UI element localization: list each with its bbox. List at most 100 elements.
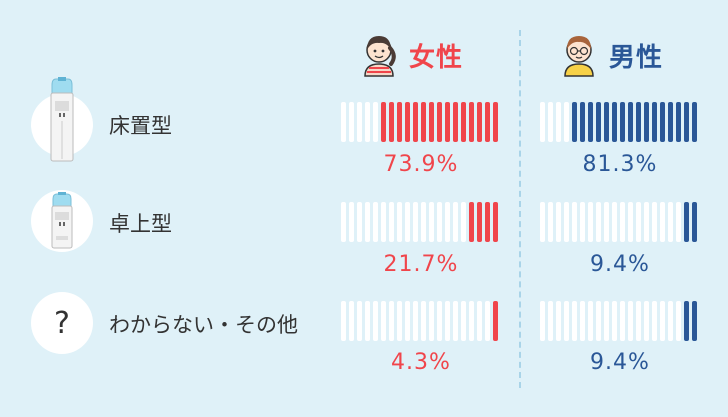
bar-segment: [636, 102, 641, 142]
bar-segment: [397, 102, 402, 142]
bar-segment: [548, 102, 553, 142]
bar-segment: [381, 102, 386, 142]
bar-segment: [405, 301, 410, 341]
bar-segment: [676, 102, 681, 142]
bar-segment: [485, 301, 490, 341]
pct-female-other: 4.3%: [391, 350, 451, 375]
bar-male-tabletop: [540, 202, 697, 242]
bar-segment: [540, 102, 545, 142]
pct-male-tabletop: 9.4%: [590, 252, 650, 277]
bar-male-other: [540, 301, 697, 341]
bar-segment: [580, 301, 585, 341]
bar-segment: [572, 202, 577, 242]
bar-segment: [421, 202, 426, 242]
bar-segment: [596, 102, 601, 142]
bar-segment: [389, 202, 394, 242]
bar-segment: [421, 102, 426, 142]
bar-segment: [389, 102, 394, 142]
bar-segment: [445, 202, 450, 242]
bar-segment: [389, 301, 394, 341]
bar-segment: [357, 202, 362, 242]
bar-segment: [357, 301, 362, 341]
bar-segment: [676, 301, 681, 341]
bar-segment: [628, 202, 633, 242]
bar-segment: [588, 202, 593, 242]
bar-segment: [461, 301, 466, 341]
bar-segment: [493, 301, 498, 341]
bar-segment: [349, 301, 354, 341]
bar-segment: [684, 102, 689, 142]
bar-segment: [540, 301, 545, 341]
bar-segment: [612, 102, 617, 142]
bar-segment: [429, 102, 434, 142]
bar-segment: [349, 202, 354, 242]
pct-female-tabletop: 21.7%: [383, 252, 459, 277]
boy-avatar-icon: [564, 36, 594, 77]
bar-segment: [397, 301, 402, 341]
bar-segment: [421, 301, 426, 341]
bar-segment: [349, 102, 354, 142]
bar-segment: [684, 202, 689, 242]
bar-segment: [405, 102, 410, 142]
bar-segment: [620, 102, 625, 142]
bar-segment: [692, 301, 697, 341]
bar-segment: [604, 202, 609, 242]
bar-segment: [564, 202, 569, 242]
bar-segment: [652, 301, 657, 341]
bar-segment: [453, 301, 458, 341]
bar-segment: [397, 202, 402, 242]
bar-segment: [684, 301, 689, 341]
bar-segment: [413, 202, 418, 242]
bar-segment: [652, 202, 657, 242]
bar-segment: [365, 202, 370, 242]
bar-segment: [445, 301, 450, 341]
bar-segment: [548, 301, 553, 341]
bar-segment: [660, 102, 665, 142]
bar-male-floor: [540, 102, 697, 142]
bar-segment: [628, 102, 633, 142]
bar-segment: [548, 202, 553, 242]
bar-segment: [668, 102, 673, 142]
bar-segment: [453, 202, 458, 242]
bar-segment: [604, 102, 609, 142]
bar-segment: [381, 202, 386, 242]
bar-segment: [644, 102, 649, 142]
bar-segment: [477, 102, 482, 142]
bar-segment: [469, 102, 474, 142]
pct-female-floor: 73.9%: [383, 152, 459, 177]
bar-segment: [413, 102, 418, 142]
bar-segment: [660, 202, 665, 242]
bar-segment: [341, 301, 346, 341]
bar-segment: [612, 202, 617, 242]
bar-segment: [477, 301, 482, 341]
bar-segment: [373, 301, 378, 341]
bar-segment: [588, 301, 593, 341]
bar-segment: [429, 301, 434, 341]
bar-segment: [341, 202, 346, 242]
bar-segment: [596, 301, 601, 341]
bar-segment: [668, 301, 673, 341]
pct-male-floor: 81.3%: [582, 152, 658, 177]
bar-segment: [556, 301, 561, 341]
bar-segment: [564, 301, 569, 341]
bar-segment: [485, 202, 490, 242]
bar-segment: [612, 301, 617, 341]
girl-avatar-icon: [364, 36, 396, 77]
bar-segment: [572, 301, 577, 341]
bar-segment: [485, 102, 490, 142]
bar-segment: [365, 301, 370, 341]
bar-segment: [540, 202, 545, 242]
bar-segment: [445, 102, 450, 142]
column-divider: [519, 30, 521, 388]
bar-female-floor: [341, 102, 498, 142]
bar-segment: [692, 202, 697, 242]
bar-female-other: [341, 301, 498, 341]
bar-segment: [628, 301, 633, 341]
female-header: 女性: [357, 30, 463, 80]
bar-segment: [620, 301, 625, 341]
bar-segment: [493, 202, 498, 242]
bar-segment: [405, 202, 410, 242]
bar-segment: [477, 202, 482, 242]
bar-female-tabletop: [341, 202, 498, 242]
